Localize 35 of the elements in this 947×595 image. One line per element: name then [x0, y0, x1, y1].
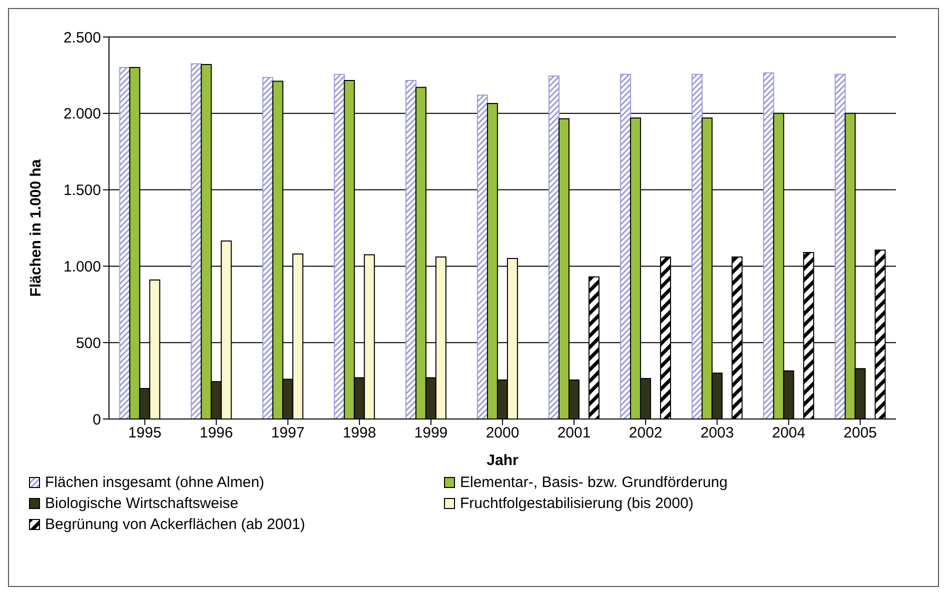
legend-label: Begrünung von Ackerflächen (ab 2001): [45, 516, 306, 533]
x-tick-label: 1995: [128, 424, 162, 442]
x-tick-label: 2004: [772, 424, 806, 442]
bar: [763, 72, 774, 419]
y-tick-label: 1.000: [63, 258, 101, 276]
bar: [834, 74, 846, 419]
y-axis-title: Flächen in 1.000 ha: [27, 158, 44, 297]
y-tick-label: 1.500: [63, 182, 101, 200]
x-tick-label: 2000: [486, 424, 520, 442]
x-tick-label: 1996: [200, 424, 234, 442]
x-tick-label: 2001: [557, 424, 591, 442]
bar: [119, 67, 130, 419]
bar: [334, 74, 345, 419]
bar: [620, 74, 632, 419]
bar: [476, 94, 488, 419]
x-tick-label: 2003: [700, 424, 734, 442]
y-tick-label: 2.000: [63, 106, 101, 123]
y-tick-label: 0: [92, 411, 101, 428]
legend-label: Fruchtfolgestabilisierung (bis 2000): [460, 495, 694, 512]
bar: [548, 75, 560, 419]
bar: [190, 63, 202, 419]
legend-label: Biologische Wirtschaftsweise: [45, 495, 238, 512]
x-tick-label: 1998: [342, 424, 376, 442]
x-tick-label: 1997: [271, 424, 305, 442]
x-tick-label: 2005: [844, 424, 877, 442]
y-tick-label: 2.500: [63, 29, 101, 46]
x-axis-title: Jahr: [486, 452, 519, 469]
legend-label: Elementar-, Basis- bzw. Grundförderung: [460, 474, 728, 491]
bar: [262, 76, 274, 419]
bar: [692, 74, 703, 419]
y-tick-label: 500: [76, 334, 101, 352]
bar: [405, 80, 416, 419]
x-tick-label: 1999: [414, 424, 448, 442]
legend-label: Flächen insgesamt (ohne Almen): [45, 474, 264, 491]
x-tick-label: 2002: [628, 424, 662, 442]
